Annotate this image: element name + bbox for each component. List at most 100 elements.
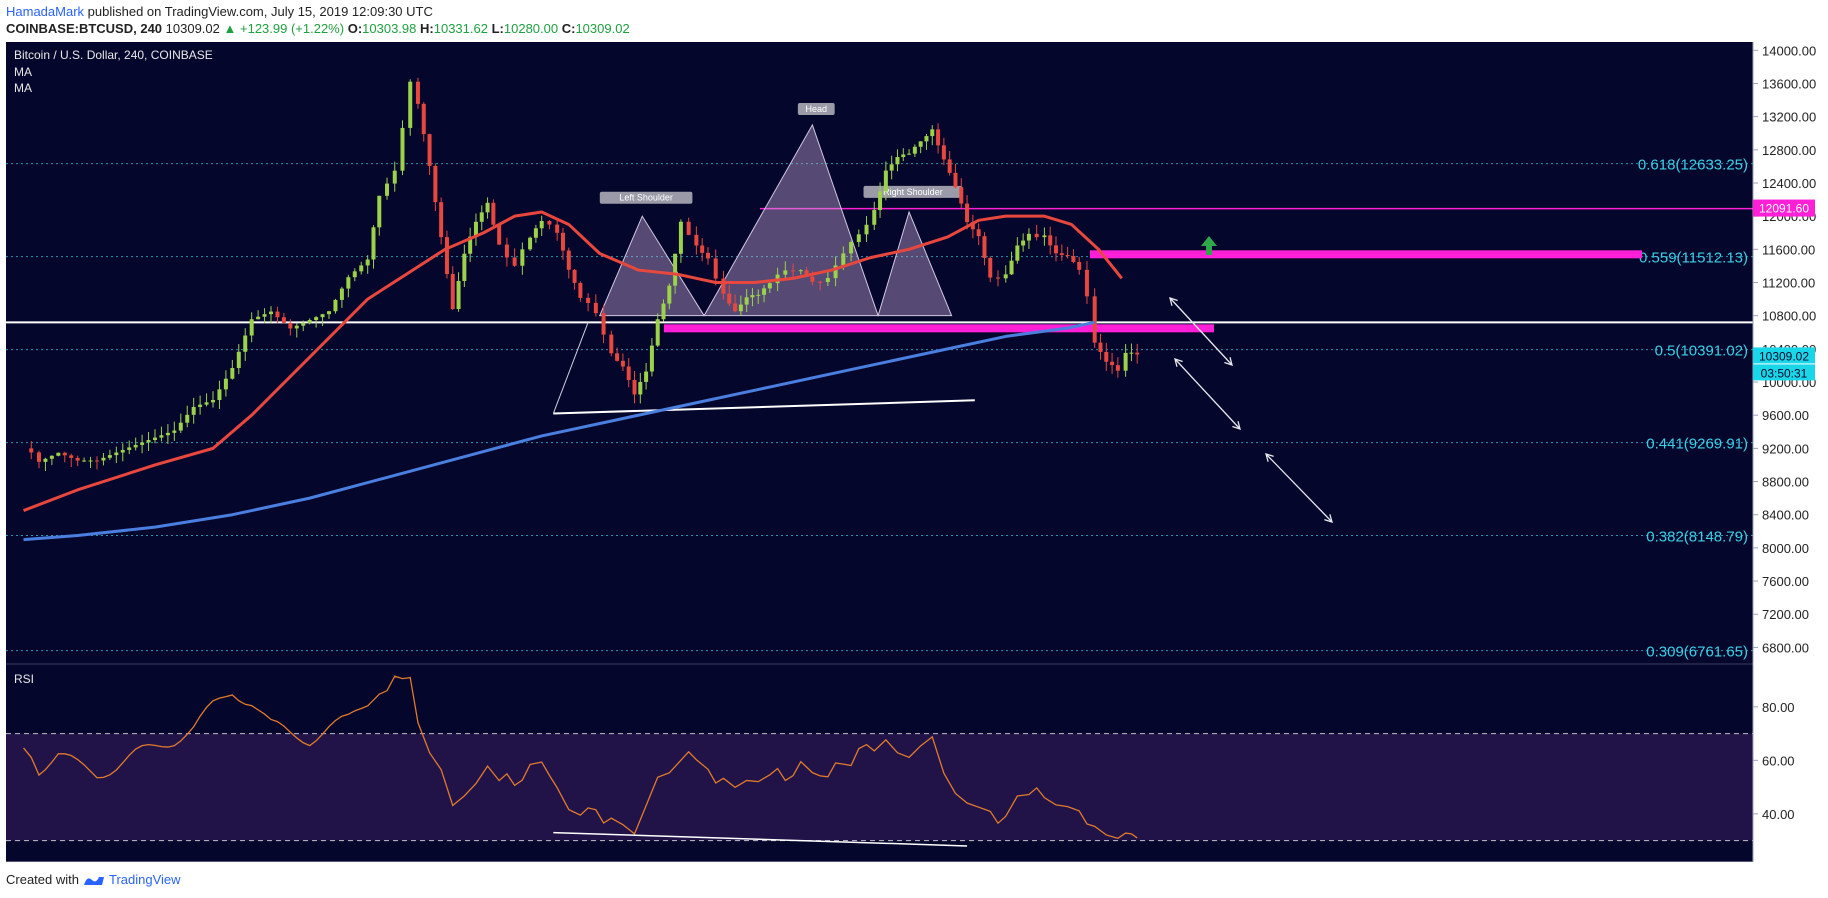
candle-body — [804, 270, 809, 277]
thin-trendline — [552, 322, 589, 414]
candle-body — [346, 277, 351, 289]
candle-body — [230, 368, 235, 379]
candle-body — [385, 183, 390, 196]
candle-body — [918, 141, 923, 147]
candle-body — [236, 351, 241, 369]
candle-body — [609, 334, 614, 354]
candle-body — [907, 153, 912, 155]
rsi-divergence-line — [553, 831, 968, 847]
candle-body — [29, 448, 34, 453]
price-tick-label: 14000.00 — [1762, 43, 1816, 58]
candle-body — [528, 237, 533, 250]
candle-body — [288, 322, 293, 329]
candle-body — [833, 265, 838, 279]
candle-body — [468, 236, 473, 254]
price-tick-label: 8400.00 — [1762, 508, 1809, 523]
candle-body — [427, 134, 432, 166]
candle-body — [497, 224, 502, 245]
tradingview-link[interactable]: TradingView — [108, 872, 181, 887]
candle-body — [159, 435, 164, 438]
arrow-tail — [1174, 358, 1183, 367]
publish-info: published on TradingView.com, July 15, 2… — [87, 4, 433, 19]
candle-body — [256, 316, 261, 320]
candle-body — [371, 227, 376, 260]
support-zone — [664, 324, 1214, 333]
candle-body — [327, 311, 332, 315]
candle-body — [377, 195, 382, 228]
fib-layer: 0.618(12633.25) 0.559(11512.13) 0.5(10391.… — [6, 157, 1753, 661]
candle-body — [339, 288, 344, 300]
candle-body — [473, 221, 478, 237]
candle-body — [1077, 261, 1082, 270]
low-label: L: — [491, 21, 504, 36]
candle-body — [243, 335, 248, 352]
pattern-label: Right Shoulder — [883, 187, 943, 197]
candle-body — [841, 253, 846, 266]
legend-ma-fast[interactable]: MA — [14, 65, 32, 79]
candle-body — [721, 278, 726, 294]
candle-body — [744, 297, 749, 305]
last-price-tag — [1753, 347, 1815, 364]
candle-body — [133, 444, 138, 448]
candle-body — [479, 212, 484, 222]
last-price: 10309.02 — [165, 21, 220, 36]
candle-body — [738, 304, 743, 312]
price-chart[interactable]: 0.618(12633.25) 0.559(11512.13) 0.5(10391.… — [0, 42, 1828, 862]
candle-body — [198, 404, 203, 407]
price-tick-label: 9200.00 — [1762, 441, 1809, 456]
countdown-value: 03:50:31 — [1761, 366, 1808, 380]
candle-body — [947, 159, 952, 173]
candle-body — [533, 228, 538, 238]
author-link[interactable]: HamadaMark — [6, 4, 85, 19]
candle-body — [825, 278, 830, 283]
candle-body — [75, 457, 80, 461]
created-with-label: Created with — [6, 872, 79, 887]
candle-body — [878, 191, 883, 211]
legend-rsi[interactable]: RSI — [14, 672, 34, 686]
projection-arrow — [1169, 297, 1233, 366]
candle-body — [146, 440, 151, 443]
candle-body — [976, 229, 981, 237]
candle-body — [249, 319, 254, 336]
legend-ma-slow[interactable]: MA — [14, 81, 32, 95]
candle-body — [872, 210, 877, 225]
candle-body — [114, 452, 119, 456]
price-tick-label: 7200.00 — [1762, 607, 1809, 622]
candle-body — [578, 282, 583, 298]
candle-body — [1065, 255, 1070, 257]
candle-body — [504, 244, 509, 258]
candle-body — [107, 455, 112, 458]
resistance-zone — [1090, 250, 1642, 259]
pattern-label-bg — [599, 191, 693, 204]
open-label: O: — [347, 21, 363, 36]
candle-body — [269, 311, 274, 315]
candle-body — [275, 311, 280, 318]
pattern-label-bg — [797, 102, 835, 115]
candle-body — [1129, 352, 1134, 354]
candle-body — [555, 224, 560, 233]
candle-body — [421, 103, 426, 135]
candle-body — [153, 437, 157, 441]
rsi-tick-label: 80.00 — [1762, 700, 1795, 715]
candle-body — [572, 269, 577, 283]
fib-level-label: 0.618(12633.25) — [1638, 157, 1748, 174]
resistance-price-tag — [1753, 199, 1815, 217]
chart-header: HamadaMark published on TradingView.com,… — [6, 3, 630, 37]
candle-body — [314, 317, 319, 321]
candle-body — [62, 452, 67, 456]
candle-body — [601, 313, 606, 335]
candle-body — [307, 320, 312, 323]
candle-body — [733, 303, 738, 312]
candle-body — [864, 224, 869, 235]
close-label: C: — [561, 21, 576, 36]
open-value: 10303.98 — [362, 21, 417, 36]
candle-body — [620, 360, 625, 367]
candle-body — [191, 406, 196, 415]
candle-body — [1135, 352, 1140, 355]
candle-body — [810, 276, 815, 282]
support-trendline — [553, 399, 975, 415]
candle-body — [1054, 245, 1059, 254]
candle-body — [593, 302, 598, 314]
candle-body — [456, 280, 461, 310]
candle-body — [127, 447, 132, 450]
